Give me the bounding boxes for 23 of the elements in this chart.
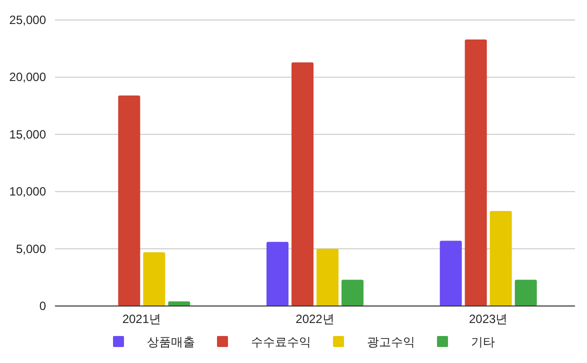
legend-label: 수수료수익 <box>251 335 311 349</box>
y-tick-label: 20,000 <box>9 70 46 84</box>
y-tick-label: 15,000 <box>9 127 46 142</box>
legend-label: 기타 <box>471 335 495 349</box>
bar <box>464 39 487 306</box>
bar <box>266 242 288 306</box>
bar <box>292 62 314 306</box>
bar <box>440 240 462 306</box>
bar <box>118 96 140 306</box>
bar <box>490 211 512 306</box>
x-tick-label: 2023년 <box>468 312 508 326</box>
x-tick-label: 2022년 <box>296 312 334 326</box>
y-tick-label: 5,000 <box>16 242 46 256</box>
bar <box>316 248 338 306</box>
x-tick-label: 2021년 <box>122 312 162 326</box>
bar <box>514 280 537 306</box>
bar <box>143 252 166 306</box>
y-tick-label: 10,000 <box>9 184 46 199</box>
legend-label: 상품매출 <box>147 335 195 349</box>
y-tick-label: 25,000 <box>9 13 46 27</box>
legend-label: 광고수익 <box>367 335 415 349</box>
y-tick-label: 0 <box>39 299 46 313</box>
bar <box>342 280 364 306</box>
